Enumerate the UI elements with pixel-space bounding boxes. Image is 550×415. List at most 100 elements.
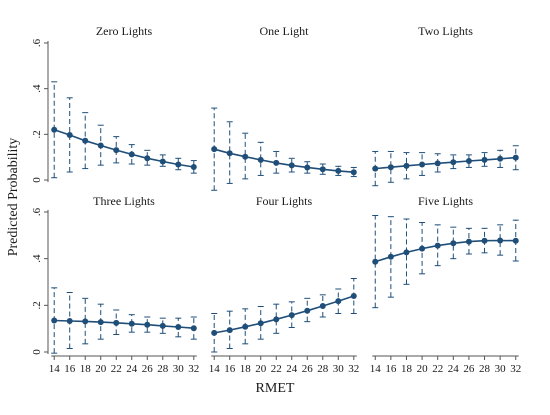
panel-3-data-point	[512, 154, 519, 161]
panel-5-x-tick-label: 20	[255, 363, 267, 375]
panel-4-x-tick-label: 22	[111, 363, 122, 375]
panel-1-y-tick-label: .6	[31, 38, 43, 47]
panel-4-data-point	[128, 320, 135, 327]
panel-1-y-tick-label: 0	[31, 177, 43, 183]
panel-4-data-point	[159, 322, 166, 329]
panel-4-data-point	[190, 325, 197, 332]
panel-2-data-point	[304, 164, 311, 171]
panel-4-series-line	[54, 319, 194, 329]
panel-6-data-point	[372, 258, 379, 265]
panel-4-x-tick-label: 18	[80, 363, 92, 375]
panel-4-data-point	[66, 317, 73, 324]
panel-5-x-tick-label: 32	[348, 363, 359, 375]
panel-3-data-point	[497, 155, 504, 162]
panel-6-x-tick-label: 30	[495, 363, 507, 375]
panel-5-data-point	[319, 303, 326, 310]
panel-2-data-point	[335, 167, 342, 174]
panel-2-data-point	[211, 146, 218, 153]
panel-5-data-point	[304, 307, 311, 314]
panel-1-data-point	[128, 151, 135, 158]
panel-5-data-point	[226, 327, 233, 334]
panel-6-x-tick-label: 22	[432, 363, 443, 375]
y-axis-title: Predicted Probability	[6, 138, 21, 257]
panel-4-data-point	[113, 319, 120, 326]
panel-4-x-tick-label: 30	[173, 363, 185, 375]
panel-2-data-point	[288, 162, 295, 169]
panel-1-data-point	[82, 137, 89, 144]
panel-4-data-point	[82, 318, 89, 325]
panel-1-data-point	[66, 132, 73, 139]
panel-4-x-tick-label: 14	[49, 363, 61, 375]
panel-1-data-point	[97, 142, 104, 149]
panel-2-data-point	[242, 153, 249, 160]
panel-1-data-point	[175, 161, 182, 168]
panel-5-x-tick-label: 18	[240, 363, 252, 375]
panel-3-data-point	[403, 162, 410, 169]
panel-5-x-tick-label: 16	[224, 363, 236, 375]
panel-4-x-tick-label: 26	[142, 363, 154, 375]
panel-4-y-tick-label: .4	[31, 254, 43, 263]
panel-6-x-tick-label: 28	[479, 363, 491, 375]
panel-5-data-point	[273, 316, 280, 323]
panel-5-data-point	[257, 320, 264, 327]
panel-1-title: Zero Lights	[96, 24, 153, 38]
panel-4-y-tick-label: .2	[31, 301, 43, 309]
panel-1-data-point	[113, 147, 120, 154]
panel-1-y-tick-label: .2	[31, 130, 43, 138]
panel-4-x-tick-label: 16	[64, 363, 76, 375]
panel-4-y-tick-label: .6	[31, 207, 43, 216]
panel-5-data-point	[350, 293, 357, 299]
panel-1-y-tick-label: .4	[31, 84, 43, 93]
panel-1-data-point	[159, 158, 166, 165]
panel-5-data-point	[242, 323, 249, 330]
panel-1-data-point	[190, 163, 197, 170]
panel-5-data-point	[211, 329, 218, 336]
panel-2-title: One Light	[260, 24, 310, 38]
panel-4-x-tick-label: 28	[157, 363, 169, 375]
panel-3-data-point	[419, 161, 426, 168]
panel-3-data-point	[450, 159, 457, 166]
panel-2-data-point	[319, 166, 326, 173]
panel-3-data-point	[465, 158, 472, 165]
panel-5-x-tick-label: 30	[333, 363, 345, 375]
panel-3-data-point	[434, 160, 441, 167]
panel-6-series-line	[374, 239, 516, 263]
panel-6-x-tick-label: 18	[401, 363, 413, 375]
panel-4-data-point	[144, 321, 151, 328]
panel-4-x-tick-label: 32	[188, 363, 199, 375]
panel-6-data-point	[450, 240, 457, 247]
panel-6-data-point	[465, 238, 472, 245]
panel-1-series-line	[53, 129, 194, 168]
panel-1-data-point	[51, 126, 58, 133]
panel-3-data-point	[387, 164, 394, 171]
panel-6-x-tick-label: 14	[370, 363, 382, 375]
panel-6-data-point	[497, 237, 504, 244]
panel-4-x-tick-label: 24	[126, 363, 138, 375]
panel-6-x-tick-label: 26	[463, 363, 475, 375]
panel-4-data-point	[51, 317, 58, 324]
panel-3-series-line	[375, 156, 516, 170]
x-axis-title: RMET	[256, 381, 295, 396]
panel-5-x-tick-label: 24	[286, 363, 298, 375]
panel-4-title: Three Lights	[93, 194, 155, 208]
panel-3-title: Two Lights	[418, 24, 473, 38]
panel-3-data-point	[372, 165, 379, 172]
panel-2-data-point	[273, 159, 280, 166]
panel-5-data-point	[288, 312, 295, 319]
panel-5-data-point	[335, 298, 342, 305]
panel-4-y-tick-label: 0	[31, 349, 43, 355]
panel-2-data-point	[226, 150, 233, 157]
panel-2-data-point	[350, 169, 357, 176]
panel-6-x-tick-label: 32	[510, 363, 521, 375]
panel-4-x-tick-label: 20	[95, 363, 107, 375]
panel-6-data-point	[403, 249, 410, 256]
panel-6-data-point	[387, 253, 394, 260]
panel-5-x-tick-label: 28	[317, 363, 329, 375]
panel-6-data-point	[481, 237, 488, 244]
panel-4-data-point	[97, 319, 104, 326]
panel-5-x-tick-label: 26	[302, 363, 314, 375]
panel-5-series-line	[214, 295, 355, 334]
panel-3-data-point	[481, 156, 488, 163]
panel-5-title: Four Lights	[256, 194, 313, 208]
